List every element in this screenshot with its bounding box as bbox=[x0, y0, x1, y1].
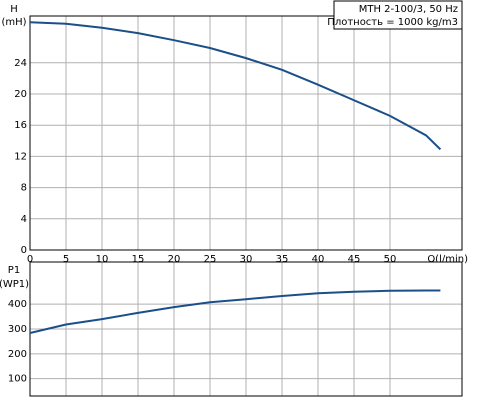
y-tick-label: 20 bbox=[14, 89, 27, 100]
x-tick-label: 15 bbox=[132, 254, 145, 265]
legend-box bbox=[333, 0, 463, 30]
x-tick-label: 35 bbox=[276, 254, 289, 265]
y-axis-label: H bbox=[10, 4, 18, 15]
x-tick-label: 30 bbox=[240, 254, 253, 265]
x-tick-label: 45 bbox=[348, 254, 361, 265]
y-tick-label: 200 bbox=[8, 349, 27, 360]
plot-frame bbox=[29, 261, 463, 397]
x-axis-label: Q(l/min) bbox=[427, 254, 468, 265]
y-tick-label: 100 bbox=[8, 374, 27, 385]
y-tick-label: 0 bbox=[21, 245, 27, 256]
x-tick-label: 0 bbox=[27, 254, 33, 265]
x-tick-label: 25 bbox=[204, 254, 217, 265]
x-tick-label: 20 bbox=[168, 254, 181, 265]
y-tick-label: 16 bbox=[14, 120, 27, 131]
x-tick-label: 50 bbox=[384, 254, 397, 265]
y-tick-label: 300 bbox=[8, 324, 27, 335]
x-tick-label: 5 bbox=[63, 254, 69, 265]
y-tick-label: 24 bbox=[14, 58, 27, 69]
data-line bbox=[29, 289, 441, 334]
plot-frame bbox=[29, 15, 463, 251]
legend-title: MTH 2-100/3, 50 Hz bbox=[359, 4, 458, 15]
y-tick-label: 12 bbox=[14, 151, 27, 162]
y-tick-label: 400 bbox=[8, 299, 27, 310]
legend-note: Плотность = 1000 kg/m3 bbox=[327, 17, 458, 28]
y-tick-label: 8 bbox=[21, 183, 27, 194]
x-tick-label: 10 bbox=[96, 254, 109, 265]
y-tick-label: 4 bbox=[21, 214, 27, 225]
y-axis-label: P1 bbox=[8, 265, 20, 276]
data-line bbox=[29, 21, 442, 151]
x-tick-label: 40 bbox=[312, 254, 325, 265]
y-axis-unit: (mH) bbox=[1, 17, 26, 28]
y-axis-unit: (WP1) bbox=[0, 279, 29, 290]
